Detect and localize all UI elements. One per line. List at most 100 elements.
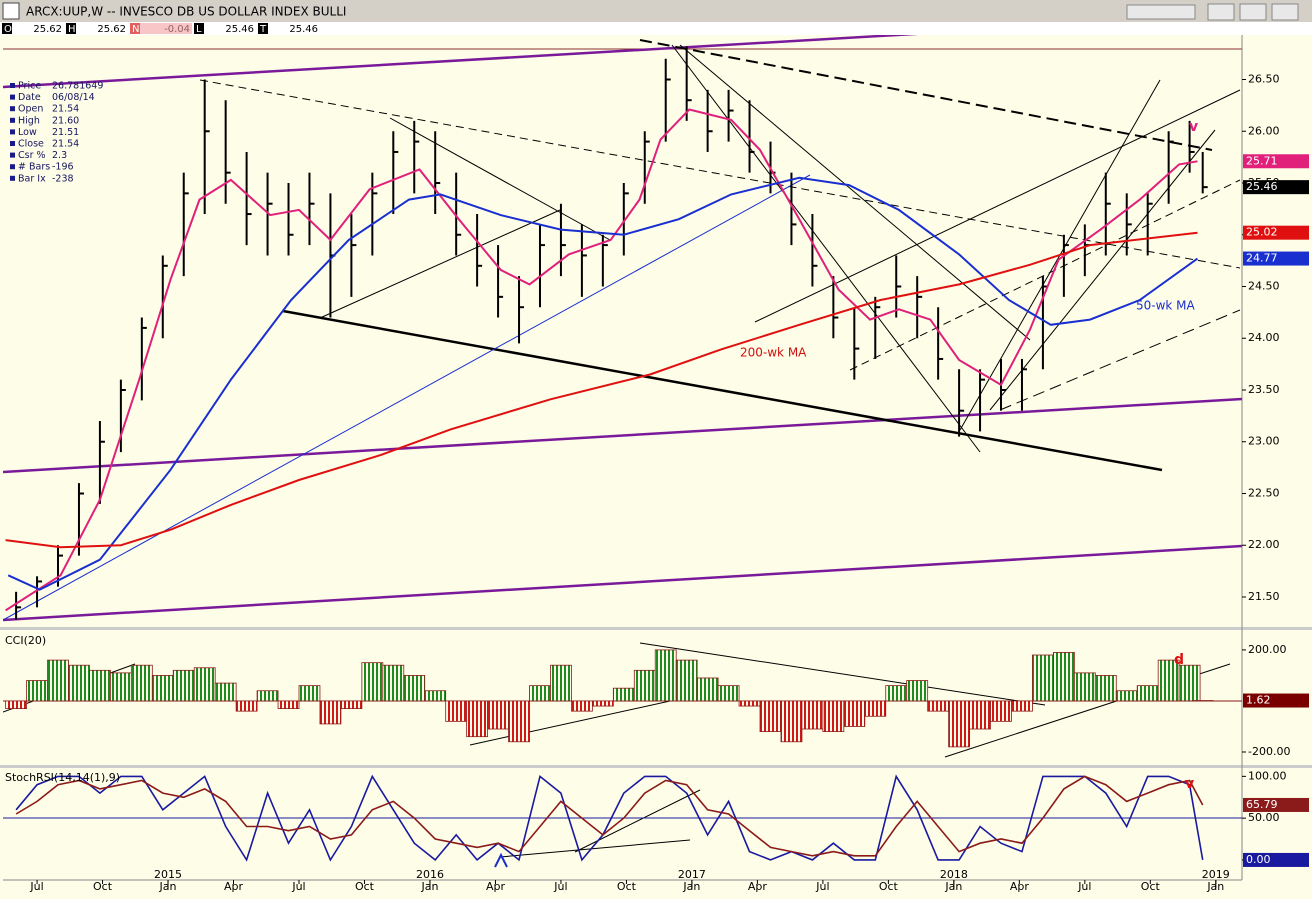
cci-bar [1052, 652, 1075, 702]
value-tag [1243, 225, 1309, 240]
trendline [389, 117, 611, 241]
y-tick-label: 24.50 [1248, 279, 1280, 292]
title-bar [0, 0, 1312, 22]
cci-bar [990, 700, 1012, 722]
minimize-button[interactable] [1207, 3, 1235, 21]
info-value: 2.3 [52, 150, 67, 161]
cci-bar [508, 700, 530, 743]
cci-bar [193, 667, 216, 702]
info-value: -196 [52, 162, 74, 173]
quote-value: 25.46 [289, 24, 318, 35]
toolbar-buttons[interactable] [1126, 4, 1196, 20]
value-tag-label: 24.77 [1246, 252, 1278, 265]
info-key: High [18, 115, 40, 126]
trendline [3, 544, 1242, 622]
value-tag-label: 25.71 [1246, 154, 1278, 167]
year-label: 2017 [678, 868, 706, 881]
cci-bar [256, 690, 279, 702]
cci-bar [696, 677, 719, 702]
close-button[interactable] [1271, 3, 1299, 21]
y-tick-label: 21.50 [1248, 590, 1280, 603]
x-tick-label: Jul [553, 880, 567, 893]
y-tick-label: 26.50 [1248, 73, 1280, 86]
info-key: Close [18, 139, 44, 150]
trendline [499, 839, 691, 858]
cci-bar [1011, 700, 1033, 712]
y-tick-label: 22.00 [1248, 538, 1280, 551]
annotation: d [1174, 652, 1184, 668]
year-label: 2018 [940, 868, 968, 881]
trendlines [3, 789, 1242, 868]
plot-layer: 21.5022.0022.5023.0023.5024.0024.5025.00… [5, 46, 1309, 893]
info-value: 06/08/14 [52, 92, 95, 103]
cci-bar [487, 700, 509, 730]
info-bullet [10, 152, 15, 158]
y-tick-label: 50.00 [1248, 811, 1280, 824]
annotation: v [1189, 119, 1198, 135]
trendline [849, 179, 1241, 371]
value-tag-label: 0.00 [1246, 853, 1271, 866]
info-key: Price [18, 81, 41, 92]
info-bullet [10, 106, 15, 112]
cci-bar [675, 659, 698, 702]
moving-average [5, 108, 1198, 612]
x-tick-label: Oct [879, 880, 899, 893]
cci-bar [801, 700, 824, 730]
value-tag-label: 65.79 [1246, 798, 1278, 811]
quote-value: 25.46 [225, 24, 254, 35]
cci-bar [235, 700, 258, 712]
maximize-button[interactable] [1239, 3, 1267, 21]
value-tag [1243, 693, 1309, 708]
panel-divider [0, 765, 1312, 768]
cci-bar [445, 700, 468, 722]
panel-title: CCI(20) [5, 634, 46, 647]
year-label: 2019 [1202, 868, 1230, 881]
cci-bar [5, 700, 27, 710]
x-tick-label: Oct [617, 880, 637, 893]
info-key: Low [18, 127, 37, 138]
cci-bar [591, 700, 614, 707]
x-tick-label: Apr [224, 880, 244, 893]
cci-bar [969, 700, 991, 730]
value-tag-label: 25.02 [1246, 226, 1278, 239]
quote-key-box [130, 23, 140, 34]
x-tick-label: Oct [93, 880, 113, 893]
trendline [639, 642, 1046, 706]
quote-key-box [2, 23, 12, 34]
year-label: 2016 [416, 868, 444, 881]
x-tick-label: Apr [748, 880, 768, 893]
cci-bar [403, 675, 426, 702]
cci-bar [1136, 685, 1159, 702]
info-key: Date [18, 92, 41, 103]
info-value: 26.781649 [52, 81, 103, 92]
trendline [639, 39, 1213, 151]
cci-bar [885, 685, 908, 702]
trendline [3, 174, 811, 621]
cci-bar [151, 675, 174, 702]
quote-strip [0, 22, 1312, 35]
trendline [679, 44, 1031, 341]
x-tick-label: Oct [1141, 880, 1161, 893]
cci-bar [759, 700, 782, 732]
cci-bar [822, 700, 845, 732]
cci-bar [571, 700, 593, 712]
y-tick-label: 24.00 [1248, 331, 1280, 344]
panel [5, 46, 1208, 620]
annotation: 50-wk MA [1136, 299, 1196, 313]
info-box: Price 26.781649 Date 06/08/14 Open 21.54 High 2… [10, 81, 103, 184]
quote-key-box [194, 23, 204, 34]
value-tag [1243, 797, 1309, 812]
cci-bar [424, 690, 447, 702]
info-bullet [10, 164, 15, 170]
moving-average [5, 231, 1198, 549]
panel [15, 774, 1204, 862]
cci-bar [633, 669, 656, 702]
y-tick-label: -200.00 [1248, 745, 1290, 758]
cci-bar [738, 700, 761, 707]
cci-bar [109, 672, 132, 702]
trendline [3, 35, 919, 89]
x-tick-label: Apr [486, 880, 506, 893]
cci-bar [1073, 672, 1096, 702]
cci-bar [780, 700, 803, 743]
